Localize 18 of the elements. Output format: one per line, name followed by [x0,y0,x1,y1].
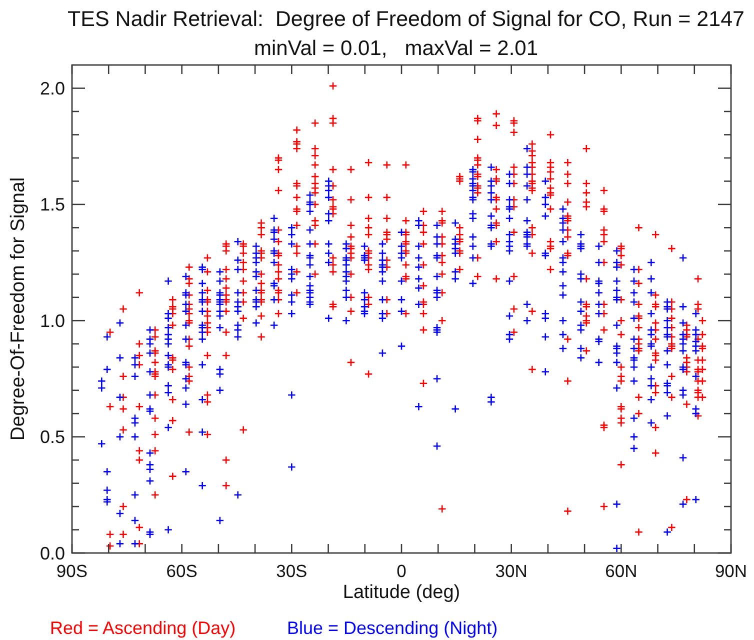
chart-subtitle: minVal = 0.01, maxVal = 2.01 [254,37,538,60]
x-tick-label: 30S [276,561,308,581]
chart-title: TES Nadir Retrieval: Degree of Freedom of Signal for CO, Run = 2147 [68,7,744,31]
x-axis-title: Latitude (deg) [342,582,460,603]
y-tick-label: 2.0 [40,78,65,99]
y-tick-label: 1.0 [40,310,65,331]
x-tick-label: 90N [714,561,748,581]
x-tick-label: 60N [605,561,638,581]
y-tick-label: 0.0 [40,543,65,564]
x-tick-label: 30N [495,561,528,581]
y-axis-title: Degree-Of-Freedom for Signal [7,177,29,441]
x-tick-label: 0 [396,561,407,581]
y-tick-label: 1.5 [40,194,65,215]
y-tick-label: 0.5 [40,427,65,448]
text: Red = Ascending (Day) [50,618,236,638]
x-tick-label: 60S [166,561,198,581]
x-tick-label: 90S [56,561,88,581]
text: Blue = Descending (Night) [287,618,498,638]
